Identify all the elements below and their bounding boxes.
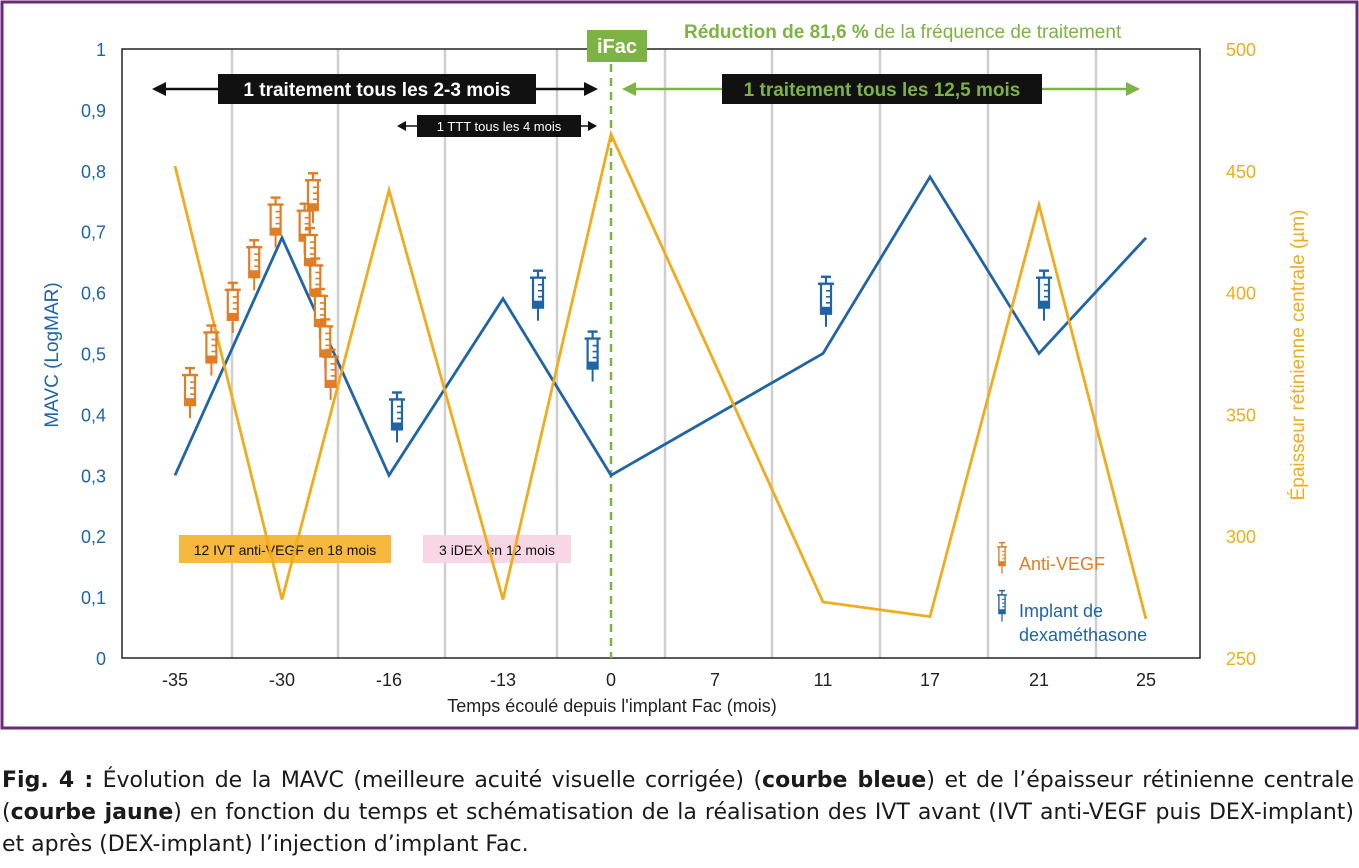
box-idex bbox=[423, 535, 571, 563]
caption-bold2: courbe jaune bbox=[10, 800, 174, 825]
period-after-label: 1 traitement tous les 12,5 mois bbox=[744, 80, 1021, 101]
anti-vegf-syringe-icon bbox=[267, 196, 284, 248]
caption-bold1: courbe bleue bbox=[762, 768, 927, 793]
x-tick-label: 17 bbox=[920, 670, 940, 690]
y-left-tick-label: 0,7 bbox=[81, 223, 106, 243]
y-right-tick-label: 300 bbox=[1226, 527, 1256, 547]
caption-part2: ) et de l’épaisseur rétinienne centrale … bbox=[2, 768, 1354, 825]
legend-anti-vegf-icon bbox=[997, 541, 1007, 574]
legend: Anti-VEGF Implant de dexaméthasone bbox=[997, 541, 1147, 645]
y-left-tick-label: 0,5 bbox=[81, 345, 106, 365]
figure-caption: Fig. 4 : Évolution de la MAVC (meilleure… bbox=[2, 765, 1354, 861]
ifac-badge bbox=[587, 30, 647, 62]
y-left-tick-label: 0,1 bbox=[81, 588, 106, 608]
y-right-tick-label: 250 bbox=[1226, 649, 1256, 669]
caption-part3: ) en fonction du temps et schématisation… bbox=[2, 800, 1354, 857]
top-annotation: Réduction de 81,6 % de la fréquence de t… bbox=[684, 22, 1122, 43]
ifac-label: iFac bbox=[597, 36, 637, 58]
y-right-tick-label: 400 bbox=[1226, 284, 1256, 304]
y-right-tick-labels: 250 300 350 400 450 500 bbox=[1226, 40, 1256, 669]
x-tick-label: 25 bbox=[1136, 670, 1156, 690]
x-tick-label: -13 bbox=[490, 670, 516, 690]
y-right-axis-label: Épaisseur rétinienne centrale (µm) bbox=[1288, 210, 1309, 501]
dex-syringe-icon bbox=[389, 391, 405, 443]
top-annotation-rest: de la fréquence de traitement bbox=[869, 22, 1122, 43]
dex-syringe-icon bbox=[818, 275, 834, 327]
y-left-tick-label: 0,3 bbox=[81, 466, 106, 486]
x-tick-label: 0 bbox=[606, 670, 616, 690]
y-left-axis-label: MAVC (LogMAR) bbox=[42, 282, 63, 427]
chart: -35 -30 -16 -13 0 7 11 17 21 25 00,10,20,30,40,50… bbox=[0, 0, 1359, 730]
dex-syringe-icon bbox=[1036, 269, 1052, 321]
caption-part1: Évolution de la MAVC (meilleure acuité v… bbox=[93, 768, 763, 793]
vertical-gridlines bbox=[230, 49, 1098, 658]
top-annotation-bold: Réduction de 81,6 % bbox=[684, 22, 869, 43]
anti-vegf-syringe-icon bbox=[182, 366, 198, 419]
period-ttt-label: 1 TTT tous les 4 mois bbox=[437, 119, 562, 134]
plot-area bbox=[121, 48, 1201, 659]
y-left-tick-label: 0,9 bbox=[81, 101, 106, 121]
chart-frame bbox=[0, 0, 1359, 730]
x-tick-label: 21 bbox=[1029, 670, 1049, 690]
y-left-tick-label: 1 bbox=[96, 40, 106, 60]
dex-syringe-icon bbox=[530, 269, 546, 321]
period-arrow-ttt: 1 TTT tous les 4 mois bbox=[397, 115, 597, 137]
legend-dex-icon bbox=[997, 589, 1007, 622]
legend-dex-label-line1: Implant de bbox=[1019, 601, 1103, 621]
legend-anti-vegf-label: Anti-VEGF bbox=[1019, 554, 1105, 574]
x-tick-label: 7 bbox=[710, 670, 720, 690]
y-right-tick-label: 350 bbox=[1226, 405, 1256, 425]
caption-fig-label: Fig. 4 : bbox=[2, 768, 94, 793]
period-arrow-after: 1 traitement tous les 12,5 mois bbox=[622, 74, 1140, 104]
anti-vegf-syringe-icon bbox=[317, 318, 334, 370]
period-arrow-before: 1 traitement tous les 2-3 mois bbox=[152, 74, 598, 104]
y-left-tick-label: 0,6 bbox=[81, 284, 106, 304]
box-idex-label: 3 iDEX en 12 mois bbox=[439, 542, 555, 558]
box-ivt-label: 12 IVT anti-VEGF en 18 mois bbox=[194, 542, 377, 558]
box-ivt bbox=[179, 535, 391, 563]
legend-dex-label-line2: dexaméthasone bbox=[1019, 625, 1147, 645]
y-right-tick-label: 500 bbox=[1226, 40, 1256, 60]
y-left-tick-label: 0,8 bbox=[81, 162, 106, 182]
period-before-label: 1 traitement tous les 2-3 mois bbox=[243, 80, 510, 101]
x-tick-label: -16 bbox=[376, 670, 402, 690]
dex-syringe-icon bbox=[584, 330, 601, 382]
x-tick-label: -30 bbox=[269, 670, 295, 690]
y-left-tick-label: 0,2 bbox=[81, 527, 106, 547]
anti-vegf-syringe-icon bbox=[203, 324, 220, 376]
x-tick-label: -35 bbox=[162, 670, 188, 690]
anti-vegf-syringe-icon bbox=[224, 281, 241, 333]
y-left-tick-label: 0 bbox=[96, 649, 106, 669]
y-left-tick-labels: 0 0,1 0,2 0,3 0,4 0,5 0,6 0,7 0,8 0,9 1 bbox=[81, 40, 106, 669]
y-left-tick-label: 0,4 bbox=[81, 405, 106, 425]
injection-markers bbox=[182, 172, 1052, 443]
anti-vegf-syringe-icon bbox=[305, 172, 321, 224]
x-tick-label: 11 bbox=[814, 670, 833, 690]
anti-vegf-syringe-icon bbox=[322, 348, 339, 400]
series-thickness-line bbox=[173, 129, 1148, 620]
x-tick-labels: -35 -30 -16 -13 0 7 11 17 21 25 bbox=[162, 670, 1156, 690]
anti-vegf-syringe-icon bbox=[246, 239, 263, 291]
y-right-tick-label: 450 bbox=[1226, 162, 1256, 182]
x-axis-label: Temps écoulé depuis l'implant Fac (mois) bbox=[447, 696, 777, 716]
